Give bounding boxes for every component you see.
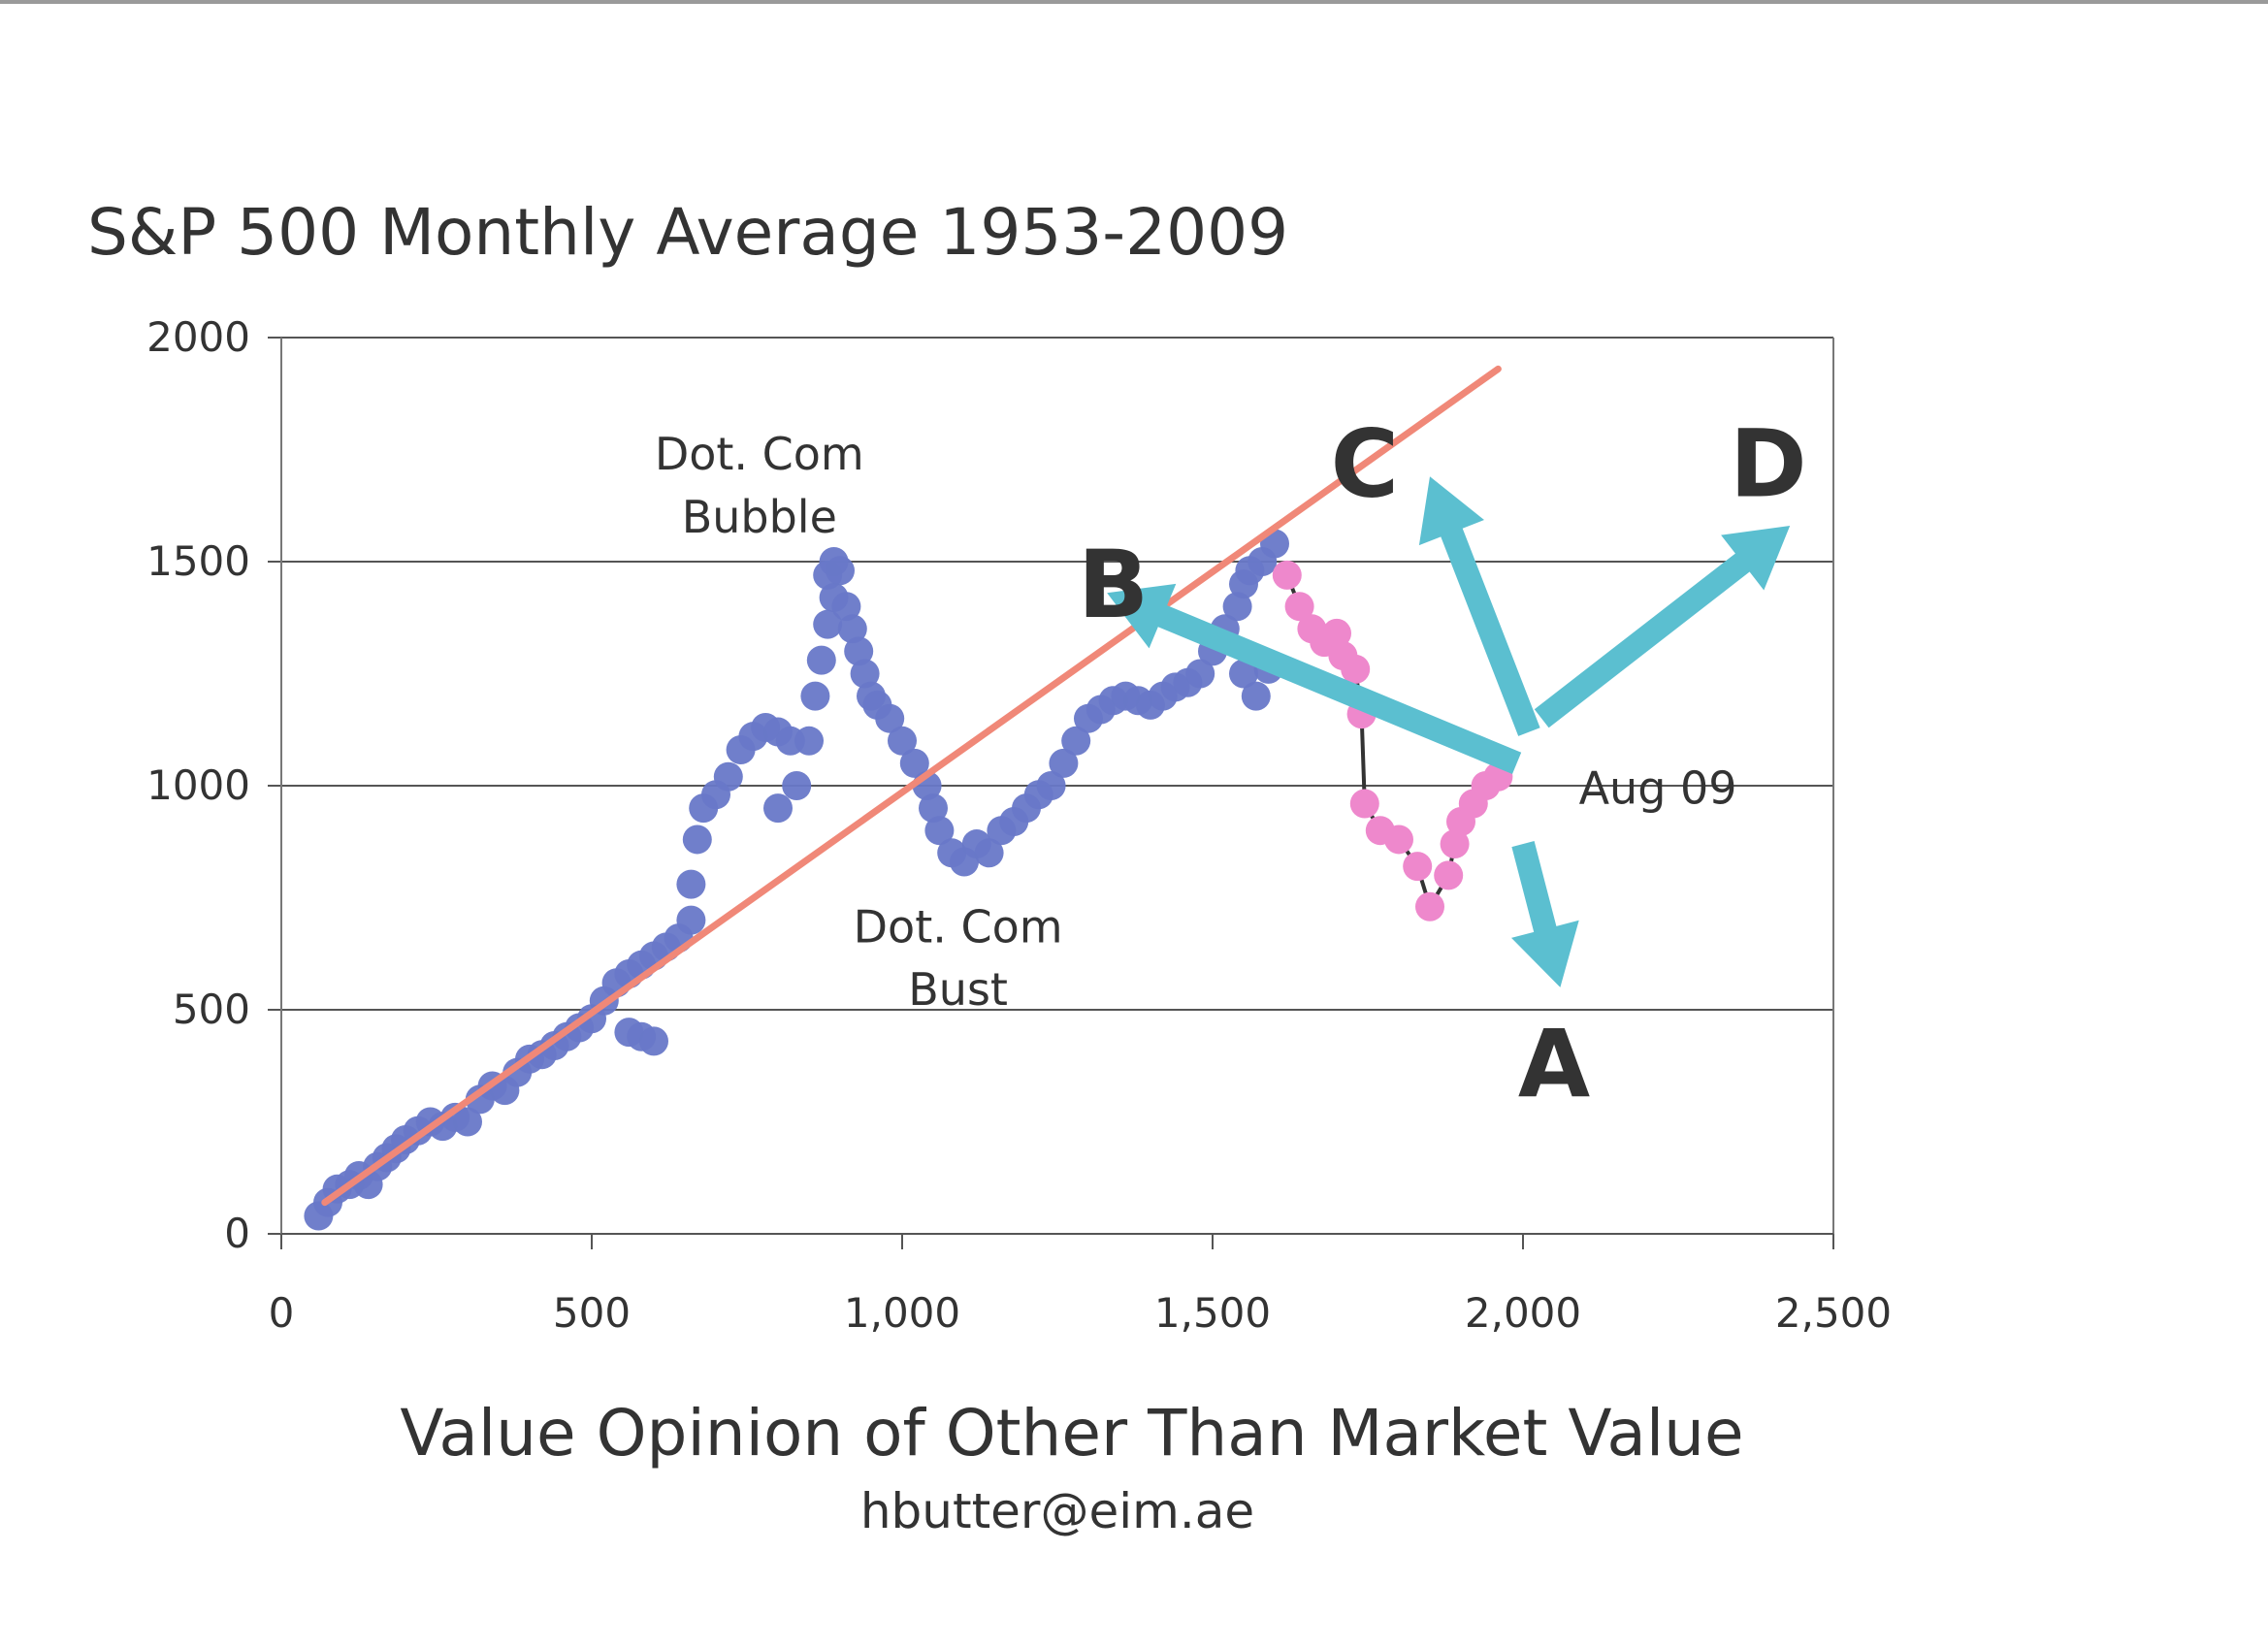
- y-tick-label: 2000: [146, 313, 250, 361]
- y-tick-label: 1000: [146, 761, 250, 809]
- recent-point: [1440, 829, 1470, 859]
- history-point: [763, 793, 793, 824]
- history-point: [888, 726, 917, 756]
- scenario-arrow: [1511, 841, 1579, 987]
- history-point: [1036, 771, 1066, 800]
- history-point: [831, 592, 861, 622]
- scenario-letter: C: [1331, 409, 1399, 518]
- history-point: [899, 748, 929, 778]
- history-point: [850, 659, 880, 689]
- annotation-label: Bubble: [682, 491, 837, 543]
- y-tick-label: 500: [173, 986, 250, 1033]
- plot-frame: [280, 338, 1834, 1235]
- history-point: [813, 609, 843, 639]
- history-point: [1185, 659, 1215, 689]
- history-point: [682, 824, 712, 855]
- recent-point: [1322, 618, 1351, 648]
- x-tick-label: 0: [269, 1289, 295, 1337]
- history-point: [844, 636, 874, 666]
- annotation-label: Dot. Com: [854, 901, 1063, 954]
- annotations: Dot. Com Bubble Dot. Com Bust Aug 09: [655, 428, 1737, 1016]
- history-point: [1229, 659, 1258, 689]
- scenario-arrow: [1107, 583, 1522, 774]
- x-tick-label: 500: [553, 1289, 631, 1337]
- recent-point: [1272, 560, 1302, 590]
- x-tick-label: 2,000: [1465, 1289, 1581, 1337]
- scenario-letter: A: [1518, 1010, 1590, 1118]
- x-tick-label: 1,500: [1154, 1289, 1271, 1337]
- scenario-labels: A B C D: [1078, 409, 1807, 1118]
- y-axis-tick-labels: 0 500 1000 1500 2000: [146, 313, 250, 1257]
- x-tick-label: 2,500: [1775, 1289, 1892, 1337]
- history-point: [919, 793, 948, 824]
- history-point: [639, 1026, 668, 1056]
- recent-point: [1284, 592, 1314, 622]
- recent-point: [1403, 852, 1433, 882]
- credit-email: hbutter@eim.ae: [860, 1483, 1254, 1539]
- annotation-label: Dot. Com: [655, 428, 864, 480]
- history-point: [1222, 592, 1252, 622]
- history-point: [1241, 681, 1271, 711]
- history-point: [826, 556, 855, 586]
- trendline: [321, 365, 1502, 1207]
- history-point: [713, 761, 743, 792]
- history-point: [676, 905, 706, 935]
- history-point: [800, 681, 830, 711]
- history-point: [676, 869, 706, 899]
- x-axis-tick-labels: 0 500 1,000 1,500 2,000 2,500: [269, 1234, 1892, 1337]
- history-point: [794, 726, 824, 756]
- recent-point: [1415, 891, 1444, 922]
- x-tick-label: 1,000: [844, 1289, 960, 1337]
- history-point: [453, 1107, 482, 1137]
- scenario-letter: B: [1078, 531, 1149, 639]
- scenario-arrow: [1418, 476, 1540, 736]
- history-point: [806, 645, 836, 675]
- y-tick-label: 0: [224, 1210, 250, 1257]
- annotation-label: Aug 09: [1579, 761, 1737, 814]
- grid-layer: [268, 337, 1833, 1235]
- recent-point: [1349, 789, 1379, 819]
- history-point: [1061, 726, 1091, 756]
- annotation-label: Bust: [908, 963, 1008, 1016]
- recent-point: [1341, 654, 1371, 684]
- scenario-arrow: [1534, 526, 1791, 728]
- scenario-letter: D: [1730, 409, 1807, 518]
- history-point: [924, 816, 955, 846]
- y-tick-label: 1500: [146, 537, 250, 585]
- history-point: [837, 614, 867, 644]
- history-point: [782, 771, 812, 800]
- recent-point: [1434, 860, 1464, 890]
- chart-title: S&P 500 Monthly Average 1953-2009: [87, 195, 1288, 270]
- recent-point: [1384, 824, 1413, 855]
- history-point: [875, 703, 905, 733]
- history-point: [1049, 748, 1079, 778]
- history-point: [974, 838, 1004, 868]
- x-axis-label: Value Opinion of Other Than Market Value: [400, 1396, 1743, 1471]
- scenario-arrows: [1107, 476, 1791, 987]
- trendline-layer: [321, 365, 1502, 1207]
